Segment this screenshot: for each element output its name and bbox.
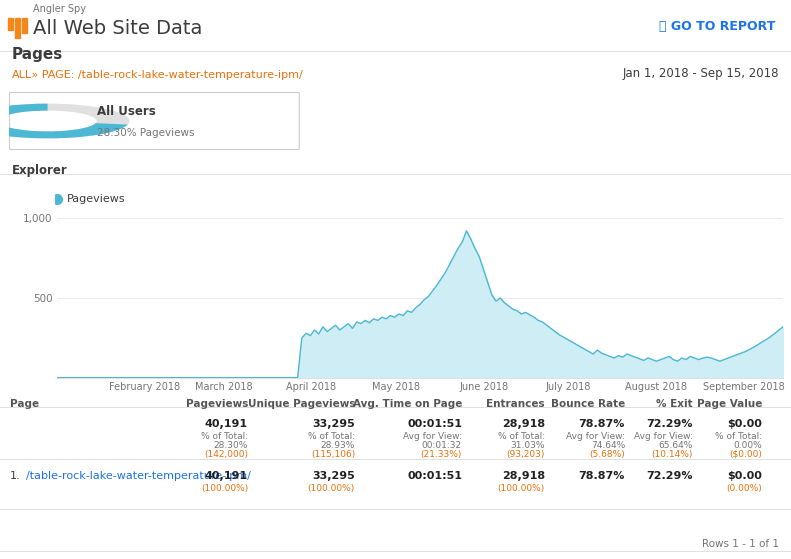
- Text: 1.: 1.: [10, 471, 21, 481]
- Text: % of Total:: % of Total:: [715, 432, 762, 441]
- Text: Avg for View:: Avg for View:: [566, 432, 625, 441]
- Text: % Exit: % Exit: [657, 399, 693, 409]
- Text: ($0.00): ($0.00): [729, 450, 762, 459]
- Text: ⧉ GO TO REPORT: ⧉ GO TO REPORT: [659, 20, 775, 32]
- Bar: [8, 18, 13, 30]
- Text: 40,191: 40,191: [205, 471, 248, 481]
- Text: (100.00%): (100.00%): [308, 484, 355, 493]
- Text: Pageviews: Pageviews: [67, 194, 126, 204]
- Text: 28,918: 28,918: [501, 419, 545, 429]
- FancyBboxPatch shape: [9, 92, 299, 149]
- Text: (142,000): (142,000): [204, 450, 248, 459]
- Text: (100.00%): (100.00%): [498, 484, 545, 493]
- Text: 78.87%: 78.87%: [579, 471, 625, 481]
- Text: % of Total:: % of Total:: [201, 432, 248, 441]
- Text: 33,295: 33,295: [312, 419, 355, 429]
- Text: (21.33%): (21.33%): [421, 450, 462, 459]
- Text: 00:01:32: 00:01:32: [422, 441, 462, 450]
- Text: 28.93%: 28.93%: [320, 441, 355, 450]
- Text: 28,918: 28,918: [501, 471, 545, 481]
- Wedge shape: [0, 103, 127, 139]
- Text: Avg for View:: Avg for View:: [634, 432, 693, 441]
- Text: (93,203): (93,203): [506, 450, 545, 459]
- Text: Page: Page: [10, 399, 39, 409]
- Text: 33,295: 33,295: [312, 471, 355, 481]
- Bar: [22, 18, 27, 33]
- Text: 0.00%: 0.00%: [733, 441, 762, 450]
- Text: /table-rock-lake-water-temperature-ipm/: /table-rock-lake-water-temperature-ipm/: [26, 471, 251, 481]
- Text: Pageviews: Pageviews: [186, 399, 248, 409]
- Text: Avg. Time on Page: Avg. Time on Page: [353, 399, 462, 409]
- Wedge shape: [0, 103, 130, 139]
- Text: Unique Pageviews: Unique Pageviews: [248, 399, 355, 409]
- Text: All Web Site Data: All Web Site Data: [33, 19, 202, 38]
- Text: Jan 1, 2018 - Sep 15, 2018: Jan 1, 2018 - Sep 15, 2018: [623, 67, 779, 80]
- Text: (100.00%): (100.00%): [201, 484, 248, 493]
- Text: 74.64%: 74.64%: [591, 441, 625, 450]
- Text: 40,191: 40,191: [205, 419, 248, 429]
- Text: (10.14%): (10.14%): [652, 450, 693, 459]
- Text: ALL: ALL: [12, 70, 32, 80]
- Text: 31.03%: 31.03%: [510, 441, 545, 450]
- Text: Page Value: Page Value: [697, 399, 762, 409]
- Text: 65.64%: 65.64%: [659, 441, 693, 450]
- Text: Angler Spy: Angler Spy: [33, 4, 86, 14]
- Text: 72.29%: 72.29%: [646, 471, 693, 481]
- Text: 28.30% Pageviews: 28.30% Pageviews: [97, 129, 195, 139]
- Text: (5.68%): (5.68%): [589, 450, 625, 459]
- Text: Rows 1 - 1 of 1: Rows 1 - 1 of 1: [702, 539, 779, 549]
- Text: % of Total:: % of Total:: [498, 432, 545, 441]
- Text: Bounce Rate: Bounce Rate: [551, 399, 625, 409]
- Text: 72.29%: 72.29%: [646, 419, 693, 429]
- Text: 00:01:51: 00:01:51: [407, 471, 462, 481]
- Text: $0.00: $0.00: [727, 419, 762, 429]
- Text: 78.87%: 78.87%: [579, 419, 625, 429]
- Text: All Users: All Users: [97, 105, 156, 118]
- Text: Explorer: Explorer: [12, 164, 68, 177]
- Text: 28.30%: 28.30%: [214, 441, 248, 450]
- Text: $0.00: $0.00: [727, 471, 762, 481]
- Text: Pages: Pages: [12, 47, 63, 62]
- Bar: [15, 18, 20, 38]
- Text: Avg for View:: Avg for View:: [403, 432, 462, 441]
- Text: » PAGE: /table-rock-lake-water-temperature-ipm/: » PAGE: /table-rock-lake-water-temperatu…: [28, 70, 303, 80]
- Text: (0.00%): (0.00%): [726, 484, 762, 493]
- Text: (115,106): (115,106): [311, 450, 355, 459]
- Text: % of Total:: % of Total:: [308, 432, 355, 441]
- Text: 00:01:51: 00:01:51: [407, 419, 462, 429]
- Text: Entrances: Entrances: [486, 399, 545, 409]
